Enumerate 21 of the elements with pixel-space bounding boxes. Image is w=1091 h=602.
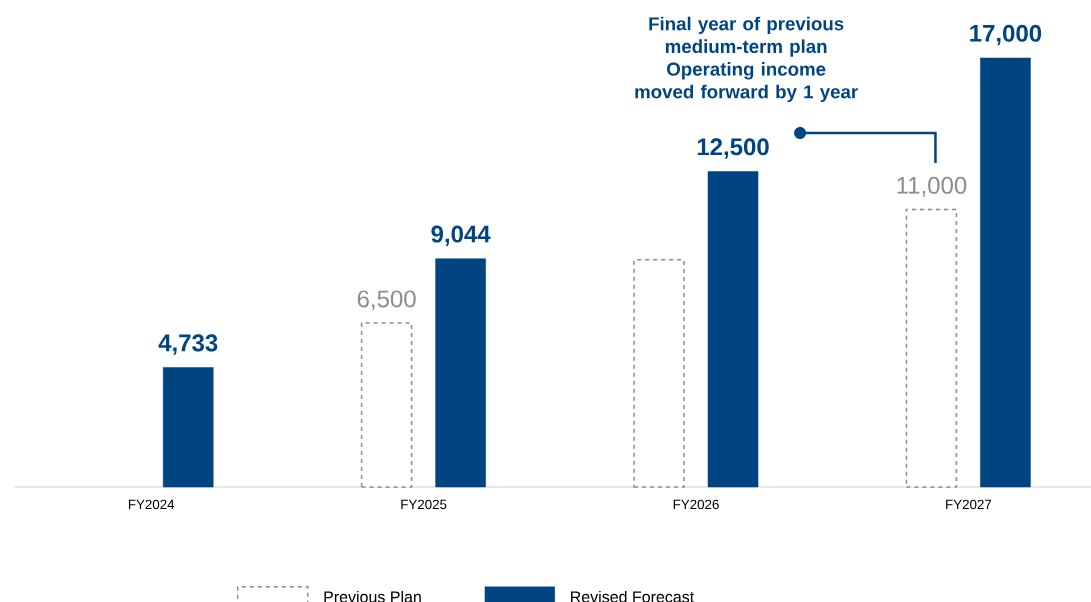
bar <box>162 367 214 488</box>
data-label: 11,000 <box>897 176 967 197</box>
data-label: 4,733 <box>158 334 218 355</box>
x-tick-label: FY2026 <box>673 499 719 510</box>
x-tick-label: FY2027 <box>946 499 992 510</box>
data-label: 9,044 <box>431 225 491 247</box>
text: Final year of previous medium-term plan <box>649 16 844 57</box>
annotation: Operating income moved forward by 1 year <box>635 62 858 103</box>
data-label: 12,500 <box>697 138 769 159</box>
data-label: 6,500 <box>357 290 416 311</box>
data-label: 17,000 <box>970 24 1042 46</box>
x-tick-label: FY2024 <box>128 499 175 510</box>
bar <box>905 208 958 488</box>
x-tick-label: FY2025 <box>401 499 447 510</box>
bar <box>980 57 1031 488</box>
bar <box>633 259 685 488</box>
bar <box>360 322 413 488</box>
bar <box>435 258 486 488</box>
bar <box>707 171 759 488</box>
legend-label: Previous Plan <box>324 590 421 602</box>
legend-label: Revised Forecast <box>571 590 695 602</box>
